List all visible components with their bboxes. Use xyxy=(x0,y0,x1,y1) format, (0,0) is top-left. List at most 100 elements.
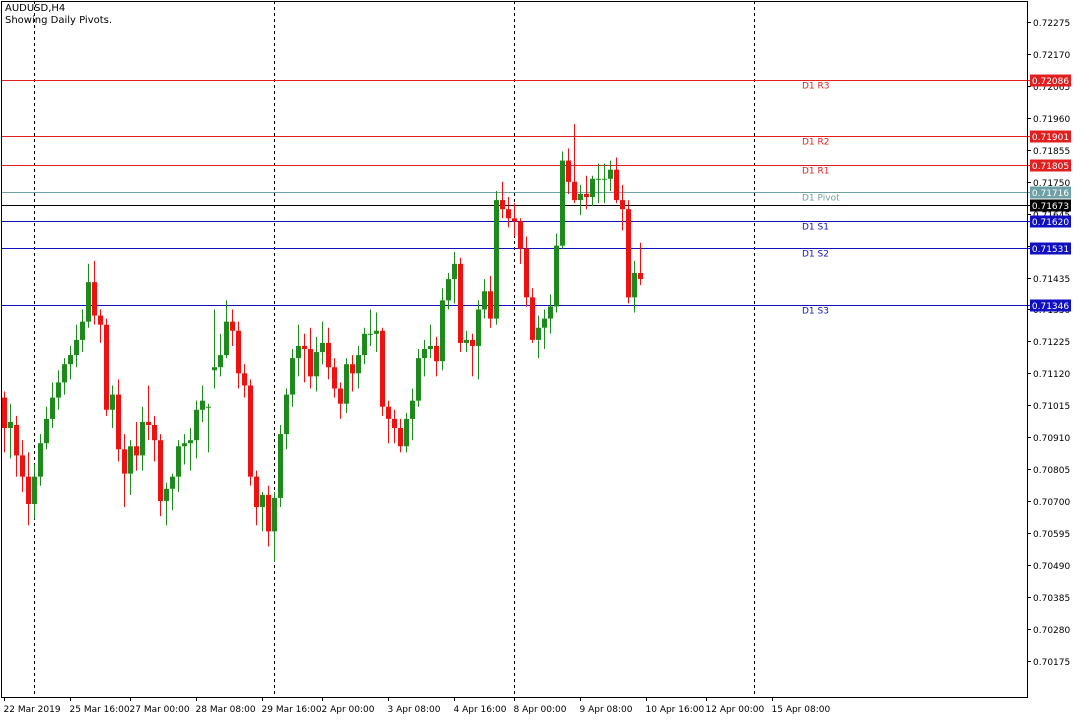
bearish-candle xyxy=(98,315,103,325)
bullish-candle xyxy=(56,382,61,398)
price-tick-label: 0.70175 xyxy=(1033,658,1070,668)
bullish-candle xyxy=(212,367,217,371)
bullish-candle xyxy=(416,358,421,401)
bullish-candle xyxy=(62,364,67,383)
chart-symbol-title: AUDUSD,H4 xyxy=(5,3,66,14)
level-price-tag-text: 0.71346 xyxy=(1032,302,1069,312)
bullish-candle xyxy=(296,345,301,359)
price-tick-label: 0.70700 xyxy=(1033,498,1070,508)
bullish-candle xyxy=(554,245,559,307)
bearish-candle xyxy=(122,449,127,474)
bullish-candle xyxy=(602,178,607,180)
price-tick-label: 0.71120 xyxy=(1033,370,1070,380)
bearish-candle xyxy=(620,200,625,210)
level-price-tag xyxy=(1030,215,1071,228)
bearish-candle xyxy=(470,339,475,346)
bearish-candle xyxy=(266,494,271,532)
bearish-candle xyxy=(512,218,517,222)
bullish-candle xyxy=(452,263,457,280)
bullish-candle xyxy=(50,397,55,419)
price-tick-label: 0.70385 xyxy=(1033,594,1070,604)
time-tick-label: 4 Apr 16:00 xyxy=(454,705,507,715)
bullish-candle xyxy=(128,446,133,474)
time-tick-label: 3 Apr 08:00 xyxy=(388,705,441,715)
bullish-candle xyxy=(578,193,583,201)
time-tick-label: 8 Apr 00:00 xyxy=(514,705,567,715)
time-tick-label: 9 Apr 08:00 xyxy=(580,705,633,715)
time-tick-label: 10 Apr 16:00 xyxy=(646,705,705,715)
price-tick-label: 0.71750 xyxy=(1033,179,1070,189)
bullish-candle xyxy=(314,352,319,377)
indicator-note: Showing Daily Pivots. xyxy=(5,15,113,26)
level-price-tag xyxy=(1030,186,1071,199)
bullish-candle xyxy=(632,273,637,298)
bullish-candle xyxy=(410,400,415,419)
bearish-candle xyxy=(626,209,631,298)
bearish-candle xyxy=(254,476,259,508)
bullish-candle xyxy=(290,358,295,395)
time-tick-label: 25 Mar 16:00 xyxy=(70,705,130,715)
bearish-candle xyxy=(302,345,307,349)
time-axis: 22 Mar 2019 25 Mar 16:00 27 Mar 00:00 28 Ma… xyxy=(4,697,830,715)
bearish-candle xyxy=(572,181,577,201)
bearish-candle xyxy=(392,418,397,429)
bullish-candle xyxy=(284,394,289,435)
level-price-tag-text: 0.71805 xyxy=(1032,162,1069,172)
price-tick-label: 0.72275 xyxy=(1033,19,1070,29)
bearish-candle xyxy=(116,394,121,450)
price-tick-label: 0.71855 xyxy=(1033,147,1070,157)
bullish-candle xyxy=(482,291,487,310)
price-tick-label: 0.71435 xyxy=(1033,275,1070,285)
bullish-candle xyxy=(176,446,181,477)
bearish-candle xyxy=(338,388,343,404)
bullish-candle xyxy=(548,306,553,319)
pivot-levels: D1 R3 D1 R2 D1 R1 D1 Pivot D1 S1 D1 S2 D1 S3 xyxy=(1,80,1035,317)
candles xyxy=(2,124,643,562)
level-price-tag xyxy=(1030,242,1071,255)
pivot-level-name: D1 R3 xyxy=(802,82,830,92)
bearish-candle xyxy=(20,455,25,477)
bearish-candle xyxy=(134,446,139,456)
bearish-candle xyxy=(242,373,247,386)
bearish-candle xyxy=(152,424,157,441)
bearish-candle xyxy=(2,397,7,429)
bullish-candle xyxy=(494,200,499,319)
bearish-candle xyxy=(332,367,337,389)
bearish-candle xyxy=(434,345,439,362)
bearish-candle xyxy=(236,330,241,374)
bullish-candle xyxy=(356,355,361,374)
time-tick-label: 2 Apr 00:00 xyxy=(322,705,375,715)
price-tick-label: 0.71960 xyxy=(1033,115,1070,125)
price-tick-label: 0.72170 xyxy=(1033,51,1070,61)
bearish-candle xyxy=(326,342,331,368)
bullish-candle xyxy=(206,406,211,408)
current-price-tag-text: 0.71673 xyxy=(1032,202,1069,212)
price-tick-label: 0.70490 xyxy=(1033,562,1070,572)
bullish-candle xyxy=(80,321,85,340)
pivot-level-name: D1 S2 xyxy=(802,250,829,260)
pivot-level-name: D1 R1 xyxy=(802,167,830,177)
bearish-candle xyxy=(398,428,403,447)
period-separators xyxy=(34,1,755,697)
bullish-candle xyxy=(110,394,115,410)
bullish-candle xyxy=(560,160,565,246)
bullish-candle xyxy=(188,440,193,444)
bearish-candle xyxy=(104,324,109,410)
bullish-candle xyxy=(440,300,445,362)
bullish-candle xyxy=(320,342,325,353)
bearish-candle xyxy=(230,321,235,331)
bearish-candle xyxy=(518,221,523,249)
bullish-candle xyxy=(278,434,283,498)
bullish-candle xyxy=(218,355,223,368)
bullish-candle xyxy=(74,339,79,356)
bullish-candle xyxy=(8,421,13,429)
bearish-candle xyxy=(380,330,385,407)
bullish-candle xyxy=(44,418,49,444)
level-price-tag xyxy=(1030,74,1071,87)
bullish-candle xyxy=(464,339,469,343)
bullish-candle xyxy=(272,497,277,532)
bearish-candle xyxy=(146,421,151,425)
time-tick-label: 28 Mar 08:00 xyxy=(196,705,256,715)
level-price-tag-text: 0.71901 xyxy=(1032,133,1069,143)
